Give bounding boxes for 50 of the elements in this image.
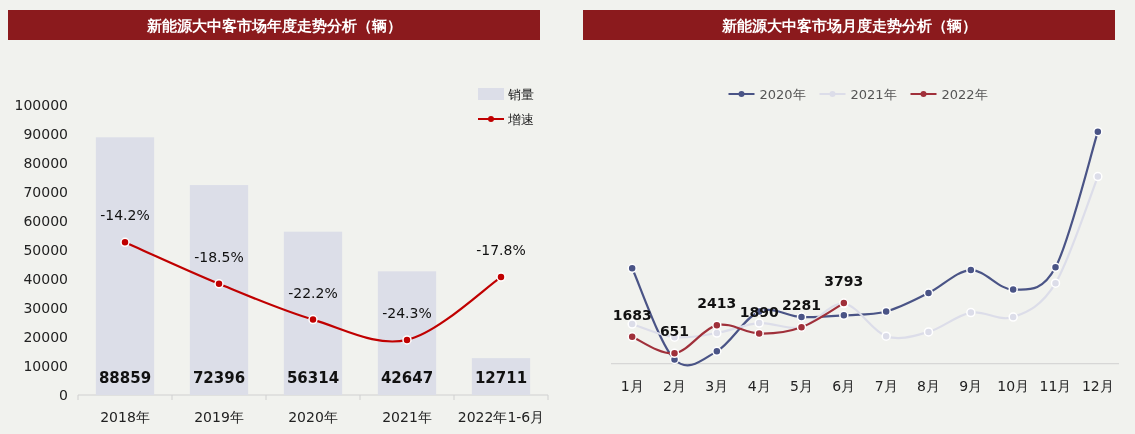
data-label: 651: [659, 323, 690, 340]
x-tick-label: 3月: [705, 377, 729, 394]
data-label: -18.5%: [194, 248, 244, 265]
x-tick-label: 8月: [917, 377, 940, 394]
x-tick-label: 6月: [832, 377, 856, 394]
y-tick-label: 100000: [14, 97, 68, 113]
y-tick-label: 90000: [23, 126, 68, 142]
y-tick-label: 40000: [23, 271, 68, 287]
legend-label: 增速: [507, 112, 534, 127]
y-tick-label: 50000: [23, 242, 68, 258]
x-tick-label: 5月: [790, 377, 813, 394]
data-label: 88859: [98, 369, 152, 387]
x-tick-label: 11月: [1039, 377, 1072, 394]
x-tick-label: 12月: [1081, 377, 1114, 394]
legend-label: 2022年: [941, 87, 988, 102]
data-label: -24.3%: [382, 304, 432, 321]
chart-title: 新能源大中客市场月度走势分析（辆）: [720, 17, 977, 35]
y-tick-label: 30000: [23, 300, 68, 316]
y-tick-label: 70000: [23, 184, 68, 200]
y-tick-label: 80000: [23, 155, 68, 171]
data-label: 12711: [474, 369, 528, 387]
legend-label: 2020年: [759, 87, 806, 102]
x-tick-label: 1月: [620, 377, 644, 394]
x-tick-label: 4月: [747, 377, 771, 394]
x-tick-label: 2020年: [288, 409, 338, 425]
data-label: 56314: [286, 369, 340, 387]
x-tick-label: 10月: [997, 377, 1030, 394]
x-tick-label: 9月: [959, 377, 983, 394]
x-tick-label: 7月: [874, 377, 898, 394]
data-label: 2281: [782, 297, 821, 314]
x-tick-label: 2022年1-6月: [457, 409, 545, 425]
data-label: 42647: [380, 369, 434, 387]
y-tick-label: 20000: [23, 329, 68, 345]
data-label: 2413: [697, 295, 737, 312]
y-tick-label: 10000: [23, 358, 68, 374]
x-tick-label: 2月: [663, 377, 686, 394]
chart-title: 新能源大中客市场年度走势分析（辆）: [145, 17, 402, 35]
y-tick-label: 60000: [23, 213, 68, 229]
data-label: 1683: [612, 306, 652, 323]
x-tick-label: 2021年: [382, 409, 432, 425]
data-label: -14.2%: [100, 207, 150, 224]
x-tick-label: 2018年: [100, 409, 150, 425]
legend-label: 销量: [507, 87, 534, 102]
legend-label: 2021年: [850, 87, 897, 102]
data-label: -17.8%: [476, 242, 526, 259]
data-label: -22.2%: [288, 284, 338, 301]
x-tick-label: 2019年: [194, 409, 244, 425]
y-tick-label: 0: [59, 387, 68, 403]
data-label: 72396: [192, 369, 246, 387]
data-label: 3793: [824, 273, 864, 290]
